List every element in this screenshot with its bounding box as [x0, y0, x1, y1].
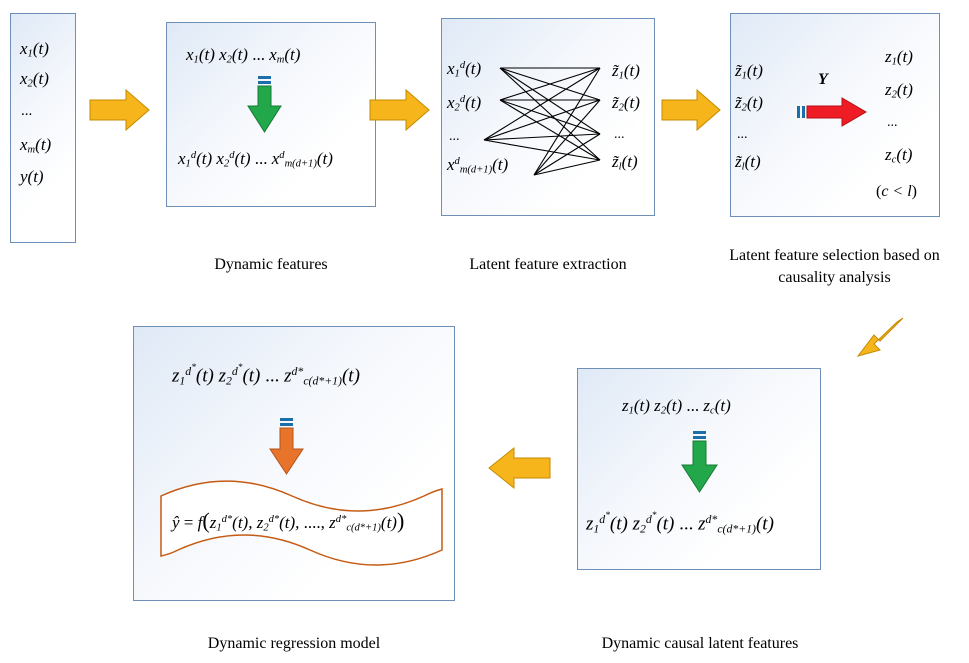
selection-output-2: z2(t) — [885, 80, 913, 101]
flow-arrow-left — [488, 446, 551, 490]
selection-output-ellipsis: ... — [887, 115, 898, 130]
caption-regression-model: Dynamic regression model — [207, 635, 381, 652]
input-ellipsis: ... — [21, 103, 33, 119]
selection-input-l: z̃l(t) — [735, 152, 761, 173]
selection-output-c: zc(t) — [885, 145, 913, 166]
extraction-input-2: x2d(t) — [447, 93, 482, 114]
dynamic-features-top: x1(t) x2(t) ... xm(t) — [186, 45, 301, 66]
extraction-output-1: z̃1(t) — [612, 61, 640, 82]
selection-output-1: z1(t) — [885, 47, 913, 68]
input-variables-box — [10, 13, 76, 243]
selection-input-ellipsis: ... — [737, 127, 748, 142]
extraction-input-1: x1d(t) — [447, 59, 482, 80]
regression-formula: ŷ = f(z1d*(t), z2d*(t), ...., zd*c(d*+1)… — [172, 508, 405, 534]
extraction-input-ellipsis: ... — [449, 129, 460, 144]
constraint-label: (c < l) — [876, 183, 917, 200]
regression-top: z1d*(t) z2d*(t) ... zd*c(d*+1)(t) — [172, 363, 360, 388]
extraction-input-m: xdm(d+1)(t) — [447, 155, 509, 176]
input-x2: x2(t) — [20, 69, 49, 90]
selection-input-1: z̃1(t) — [735, 61, 763, 82]
orange-down-arrow — [269, 418, 304, 475]
dynamic-features-bottom: x1d(t) x2d(t) ... xdm(d+1)(t) — [178, 149, 333, 170]
input-y: y(t) — [20, 167, 44, 186]
formula-wave-banner — [160, 480, 443, 566]
caption-dynamic-features: Dynamic features — [214, 256, 328, 273]
extraction-output-ellipsis: ... — [614, 127, 625, 142]
bipartite-connections — [483, 67, 601, 176]
caption-causality-line2: causality analysis — [778, 269, 891, 286]
input-xm: xm(t) — [20, 135, 52, 156]
selection-input-2: z̃2(t) — [735, 93, 763, 114]
y-label: Y — [818, 71, 828, 88]
latent-extraction-box — [441, 18, 655, 216]
extraction-output-l: z̃l(t) — [612, 152, 638, 173]
input-x1: x1(t) — [20, 39, 49, 60]
flow-arrow-2 — [369, 88, 430, 132]
red-right-arrow — [797, 97, 867, 127]
green-down-arrow-top — [247, 76, 282, 133]
caption-causality-line1: Latent feature selection based on — [729, 247, 940, 264]
caption-causal-latent: Dynamic causal latent features — [601, 635, 799, 652]
caption-latent-extraction: Latent feature extraction — [469, 256, 627, 273]
causal-latent-top: z1(t) z2(t) ... zc(t) — [622, 396, 731, 417]
green-down-arrow-bottom — [681, 431, 718, 493]
flow-arrow-1 — [89, 88, 150, 132]
flow-arrow-diagonal — [856, 317, 904, 357]
flow-arrow-3 — [661, 88, 721, 132]
causal-latent-bottom: z1d*(t) z2d*(t) ... zd*c(d*+1)(t) — [586, 511, 774, 536]
extraction-output-2: z̃2(t) — [612, 93, 640, 114]
